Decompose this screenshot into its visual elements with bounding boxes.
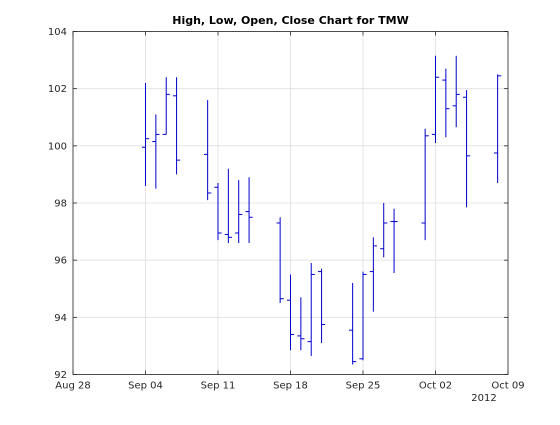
ohlc-bar <box>349 283 357 365</box>
y-tick-label: 96 <box>54 256 67 267</box>
x-tick-label: Aug 28 <box>55 381 90 392</box>
ohlc-bar <box>286 274 295 351</box>
x-tick-label: Oct 02 <box>419 381 452 392</box>
ohlc-bar <box>235 180 243 244</box>
y-tick-labels: 92 94 96 98 100 102 104 <box>48 27 67 381</box>
ohlc-bar <box>172 77 181 175</box>
ohlc-bar <box>380 203 388 258</box>
ohlc-bar <box>307 263 315 356</box>
ohlc-bar <box>245 177 253 244</box>
ohlc-bar <box>431 55 440 143</box>
ohlc-bar <box>494 74 502 183</box>
x-tick-label: Sep 18 <box>273 381 308 392</box>
ohlc-bar <box>369 237 377 312</box>
x-tick-label: Sep 04 <box>128 381 163 392</box>
y-tick-label: 100 <box>48 141 67 152</box>
ohlc-bar <box>452 55 460 128</box>
ohlc-bars <box>141 55 502 365</box>
x-axis-year-label: 2012 <box>471 393 496 404</box>
x-tick-label: Sep 25 <box>346 381 381 392</box>
ohlc-bar <box>442 68 450 138</box>
ohlc-bar <box>359 271 367 361</box>
y-tick-label: 98 <box>54 199 67 210</box>
x-tick-labels: Aug 28 Sep 04 Sep 11 Sep 18 Sep 25 Oct 02 Oct … <box>55 381 524 392</box>
ohlc-bar <box>317 268 326 344</box>
ohlc-bar <box>204 100 212 201</box>
y-tick-label: 92 <box>54 370 67 381</box>
y-tick-label: 102 <box>48 84 67 95</box>
ohlc-bar <box>390 208 398 274</box>
ohlc-bar <box>276 217 284 304</box>
ohlc-bar <box>214 182 222 241</box>
ohlc-bar <box>152 114 160 189</box>
ohlc-bar <box>421 128 429 241</box>
x-tick-label: Sep 11 <box>201 381 236 392</box>
ohlc-bar <box>224 168 232 244</box>
y-tick-label: 94 <box>54 313 67 324</box>
y-tick-label: 104 <box>48 27 67 38</box>
chart-title: High, Low, Open, Close Chart for TMW <box>172 14 409 27</box>
ohlc-bar <box>162 77 170 135</box>
x-tick-label: Oct 09 <box>491 381 524 392</box>
ohlc-bar <box>462 90 471 208</box>
ohlc-bar <box>297 297 305 351</box>
ohlc-bar <box>141 82 150 186</box>
axis-ticks <box>72 31 509 375</box>
